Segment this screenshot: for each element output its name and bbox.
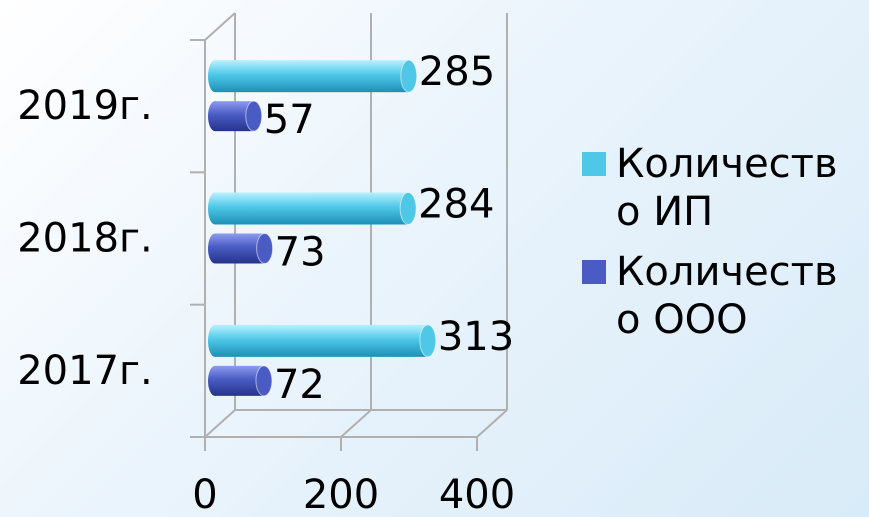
bar (208, 233, 274, 264)
bar (208, 324, 437, 358)
bar (208, 365, 273, 397)
value-label: 57 (264, 97, 315, 143)
legend: Количество ИП Количество ООО (582, 140, 869, 356)
wall-top (204, 12, 236, 41)
bar-part (256, 233, 274, 264)
bar-part (215, 60, 409, 93)
bar-part (419, 324, 437, 358)
y-tick-label: 2019г. (17, 83, 153, 129)
legend-item: Количество ООО (582, 248, 869, 344)
value-label: 285 (419, 49, 495, 95)
legend-swatch (582, 260, 606, 284)
x-tick-label: 400 (439, 472, 515, 517)
grid-floor (340, 409, 372, 438)
value-label: 313 (438, 314, 514, 360)
bar (208, 100, 263, 132)
bar (208, 59, 418, 93)
bar-part (255, 365, 273, 397)
y-tick-label: 2017г. (17, 348, 153, 394)
bar-part (215, 192, 409, 225)
grid-floor (204, 409, 236, 438)
legend-swatch (582, 152, 606, 176)
value-label: 284 (418, 182, 494, 228)
value-label: 72 (274, 362, 325, 408)
bar-part (245, 100, 263, 132)
bar-part (215, 324, 428, 357)
value-label: 73 (275, 230, 326, 276)
x-tick-label: 0 (192, 472, 217, 517)
legend-item: Количество ИП (582, 140, 869, 236)
bar-part (399, 192, 417, 225)
legend-label: Количество ООО (616, 249, 838, 343)
grid-floor (476, 409, 508, 438)
legend-label: Количество ИП (616, 141, 838, 235)
x-tick-label: 200 (303, 472, 379, 517)
bar (208, 192, 417, 225)
bar-part (400, 59, 418, 93)
y-tick-label: 2018г. (17, 216, 153, 262)
